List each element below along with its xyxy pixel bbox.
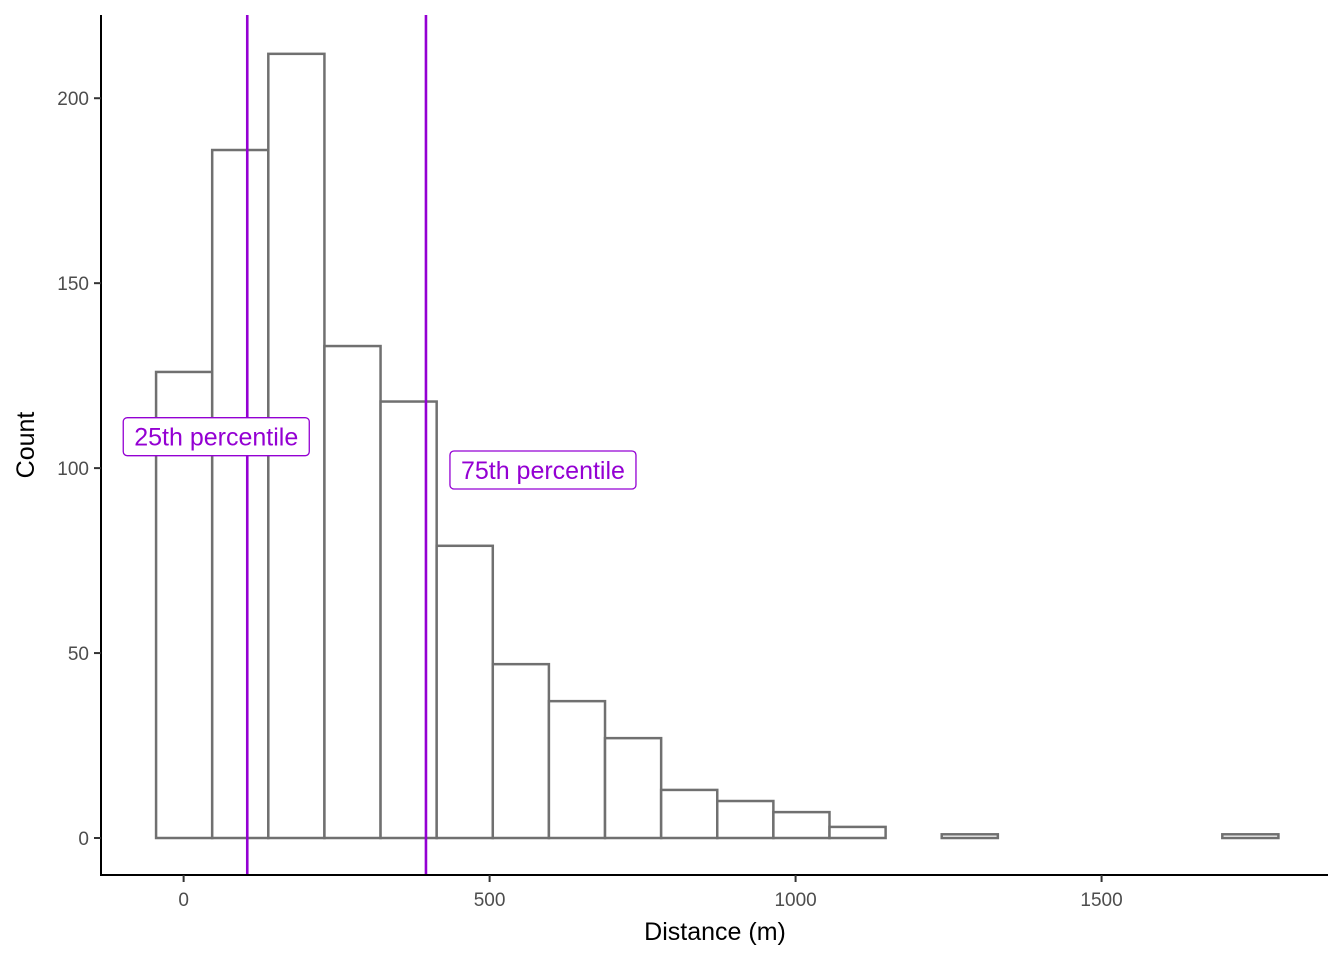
histogram-bar [323, 344, 382, 840]
x-axis-title: Distance (m) [644, 918, 786, 946]
histogram-bar [772, 810, 831, 840]
histogram-bar [210, 148, 270, 840]
percentile-label-box [449, 450, 637, 490]
histogram-bar [1221, 833, 1280, 840]
percentile-label: 75th percentile [449, 450, 637, 490]
y-tick-label: 150 [57, 274, 89, 295]
histogram-bar [547, 699, 607, 840]
y-tick-label: 200 [57, 89, 89, 110]
percentile-annotations: 25th percentile 75th percentile [122, 417, 637, 490]
histogram-bar [659, 788, 719, 840]
histogram-bar [716, 799, 775, 840]
histogram-bar [491, 662, 551, 840]
y-tick-label: 50 [68, 644, 89, 665]
percentile-label-box [122, 417, 310, 457]
percentile-label-text: 25th percentile [134, 424, 298, 452]
y-tick-label: 0 [78, 829, 89, 850]
percentile-label: 25th percentile [122, 417, 310, 457]
histogram-bar [379, 400, 438, 840]
y-tick-label: 100 [57, 459, 89, 480]
histogram-bar [940, 833, 1000, 840]
y-axis-title: Count [12, 412, 40, 479]
histogram-bar [828, 825, 887, 840]
histogram-bars [154, 52, 1280, 840]
x-tick-label: 1000 [774, 890, 816, 911]
x-axis-ticks: 0 500 1000 1500 [178, 875, 1123, 911]
percentile-label-text: 75th percentile [461, 457, 625, 485]
y-axis-ticks: 0 50 100 150 200 [57, 89, 101, 850]
x-tick-label: 0 [178, 890, 189, 911]
x-tick-label: 500 [474, 890, 506, 911]
histogram-bar [435, 544, 495, 840]
histogram-bar [603, 736, 663, 840]
x-tick-label: 1500 [1080, 890, 1122, 911]
